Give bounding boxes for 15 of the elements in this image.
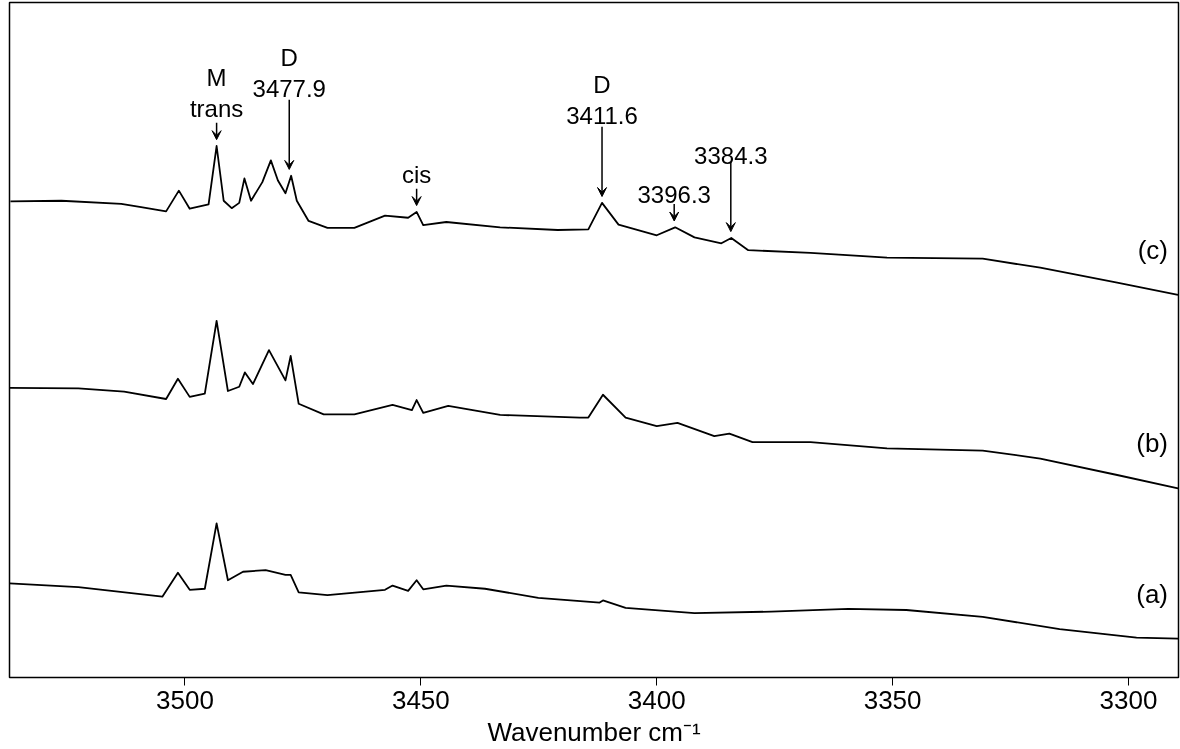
x-tick-label: 3300 [1099, 684, 1158, 715]
annotation: 3396.3 [637, 181, 711, 209]
series-label: (a) [1136, 578, 1169, 609]
x-tick-label: 3350 [863, 684, 922, 715]
annotation: cis [401, 160, 432, 188]
x-tick-label: 3450 [391, 684, 450, 715]
annotation: D 3477.9 [252, 43, 326, 102]
x-tick-label: 3400 [627, 684, 686, 715]
series-label: (b) [1136, 428, 1169, 459]
annotation: 3384.3 [694, 141, 768, 169]
annotation: D 3411.6 [566, 70, 638, 129]
series-label: (c) [1137, 234, 1169, 265]
x-axis-title: Wavenumber cm⁻¹ [487, 716, 701, 747]
x-tick-label: 3500 [156, 684, 214, 715]
annotation: M trans [189, 63, 244, 122]
